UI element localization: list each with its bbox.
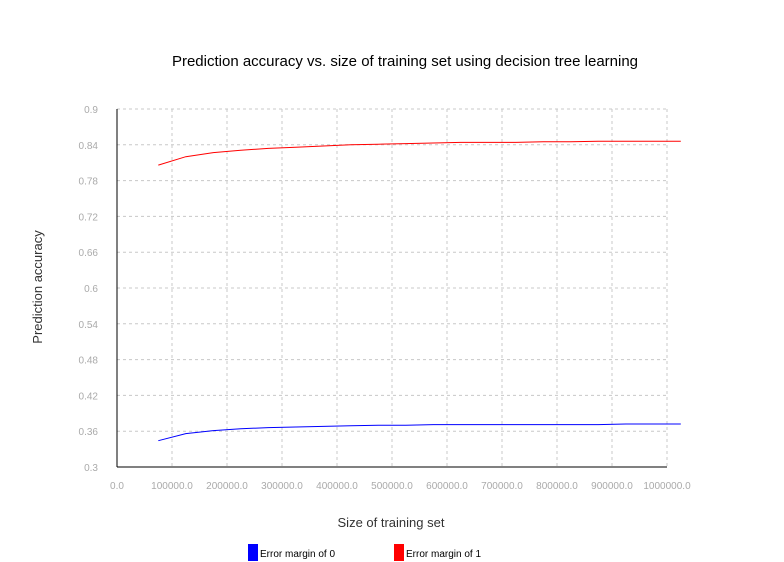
series-line-2: [158, 140, 681, 166]
y-tick-label: 0.42: [79, 391, 99, 402]
tick-labels: 0.0 100000.0 200000.0 300000.0 400000.0 50000…: [79, 105, 692, 492]
x-tick-label: 100000.0: [151, 481, 193, 492]
y-tick-label: 0.9: [84, 105, 98, 116]
x-tick-label: 1000000.0: [643, 481, 691, 492]
axes: [116, 109, 667, 468]
y-tick-label: 0.48: [79, 356, 99, 367]
chart-title: Prediction accuracy vs. size of training…: [172, 53, 638, 70]
x-tick-label: 600000.0: [426, 481, 468, 492]
y-axis-label: Prediction accuracy: [30, 230, 45, 344]
legend-entry-label: Error margin of 1: [406, 549, 481, 560]
series-line-1: [158, 423, 681, 442]
y-tick-label: 0.72: [79, 212, 99, 223]
x-tick-label: 800000.0: [536, 481, 578, 492]
x-tick-label: 500000.0: [371, 481, 413, 492]
x-tick-label: 400000.0: [316, 481, 358, 492]
y-tick-label: 0.3: [84, 463, 98, 474]
x-tick-label: 700000.0: [481, 481, 523, 492]
y-tick-label: 0.66: [79, 248, 99, 259]
y-tick-label: 0.36: [79, 427, 99, 438]
x-tick-label: 300000.0: [261, 481, 303, 492]
x-tick-label: 200000.0: [206, 481, 248, 492]
legend-swatch: [394, 544, 404, 561]
grid-lines: [117, 108, 668, 467]
legend-entry-label: Error margin of 0: [260, 549, 335, 560]
legend: Error margin of 0 Error margin of 1: [248, 544, 481, 561]
y-tick-label: 0.84: [79, 141, 99, 152]
legend-swatch: [248, 544, 258, 561]
x-tick-label: 900000.0: [591, 481, 633, 492]
series-lines: [158, 140, 681, 442]
y-tick-label: 0.54: [79, 320, 99, 331]
y-tick-label: 0.6: [84, 284, 98, 295]
x-tick-label: 0.0: [110, 481, 124, 492]
y-tick-label: 0.78: [79, 177, 99, 188]
x-axis-label: Size of training set: [338, 515, 445, 530]
